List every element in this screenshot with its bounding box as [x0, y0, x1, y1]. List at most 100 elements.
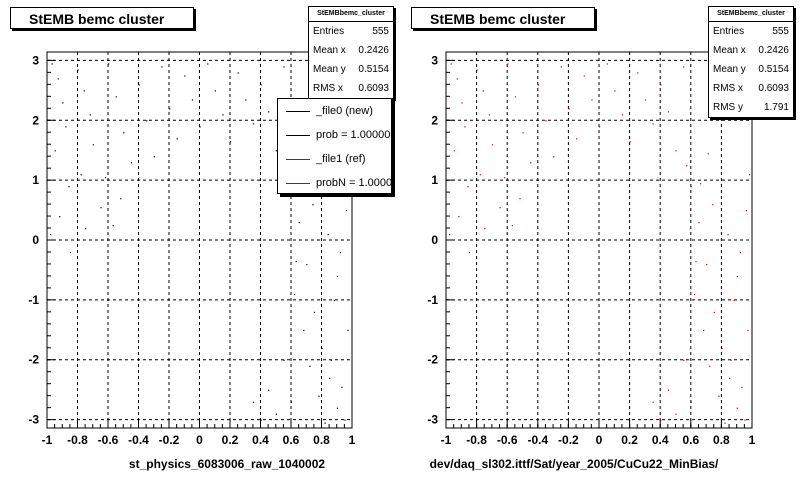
data-point: [583, 75, 585, 77]
stats-row-mean-y: Mean y 0.5154: [309, 60, 393, 79]
x-axis-label: st_physics_6083006_raw_1040002: [129, 457, 325, 471]
data-point: [324, 422, 326, 424]
data-point: [336, 275, 338, 278]
data-point: [721, 347, 723, 349]
data-point: [458, 216, 460, 218]
data-point: [464, 126, 466, 128]
data-point: [744, 419, 746, 421]
legend-label: _file1 (ref): [316, 153, 366, 165]
data-point: [51, 63, 53, 65]
right-plot-title: StEMB bemc cluster: [411, 7, 595, 29]
x-tick-label: 0.6: [283, 433, 300, 447]
x-tick-label: -0.6: [98, 433, 119, 447]
x-axis-label: dev/daq_sl302.ittf/Sat/year_2005/CuCu22_…: [430, 457, 719, 471]
stats-value: 555: [772, 26, 789, 37]
x-tick-label: 0.4: [252, 433, 269, 447]
data-point: [736, 275, 738, 278]
legend-swatch: [286, 182, 310, 184]
data-point: [312, 204, 314, 206]
x-tick-label: 0.2: [621, 433, 638, 447]
y-tick-label: 2: [431, 113, 438, 127]
data-point: [260, 419, 262, 421]
data-point: [336, 407, 338, 409]
data-point: [652, 401, 654, 403]
stats-label: Entries: [713, 26, 745, 37]
data-point: [306, 263, 308, 266]
data-point: [667, 389, 670, 391]
data-point: [686, 165, 688, 167]
stats-label: Mean x: [313, 45, 346, 56]
data-point: [89, 114, 91, 116]
stats-value: 1.791: [763, 102, 789, 113]
data-point: [637, 72, 639, 74]
y-tick-label: 3: [431, 53, 438, 67]
data-point: [733, 299, 735, 302]
y-tick-label: -2: [28, 353, 39, 367]
data-point: [683, 359, 685, 361]
data-point: [309, 365, 311, 367]
x-tick-label: -0.6: [497, 433, 518, 447]
data-point: [92, 144, 94, 146]
right-plot: -1 -0.8 -0.6 -0.4 -0.2 0 0.2 0.4 0.6 0.8 1 -3 -2 -1 0 1…: [427, 51, 756, 471]
data-point: [313, 311, 316, 314]
data-point: [283, 359, 285, 361]
data-point: [275, 413, 277, 415]
data-point: [514, 96, 517, 98]
stats-row-entries: Entries 555: [709, 22, 793, 41]
stats-label: RMS y: [713, 102, 743, 113]
data-point: [275, 150, 277, 152]
data-point: [553, 156, 555, 158]
data-point: [268, 389, 270, 391]
stats-value: 0.5154: [358, 64, 389, 75]
data-point: [522, 132, 524, 134]
y-tick-label: 0: [32, 233, 39, 247]
data-point: [339, 251, 341, 254]
data-point: [329, 377, 331, 379]
data-point: [50, 234, 52, 236]
x-tick-label: -0.2: [558, 433, 579, 447]
x-tick-label: 1: [349, 433, 356, 447]
stats-row-rms-y: RMS y 1.791: [709, 98, 793, 117]
data-point: [736, 407, 738, 409]
data-point: [606, 63, 608, 65]
stats-value: 0.2426: [358, 45, 389, 56]
data-point: [699, 183, 702, 185]
x-tick-label: 0.4: [652, 433, 669, 447]
stats-value: 555: [372, 26, 389, 37]
y-tick-label: 3: [32, 53, 39, 67]
data-point: [718, 395, 720, 397]
data-point: [519, 198, 521, 200]
data-point: [713, 311, 715, 314]
y-tick-label: -1: [28, 293, 39, 307]
data-point: [69, 251, 72, 254]
data-point: [237, 72, 239, 74]
data-point: [482, 90, 484, 92]
data-point: [214, 90, 216, 92]
data-point: [456, 78, 458, 80]
data-point: [491, 144, 494, 146]
data-point: [344, 419, 346, 421]
stats-row-rms-x: RMS x 0.6093: [309, 79, 393, 98]
data-point: [741, 386, 743, 388]
data-point: [330, 359, 332, 361]
data-point: [453, 150, 455, 152]
data-point: [545, 120, 547, 122]
right-panel: -1 -0.8 -0.6 -0.4 -0.2 0 0.2 0.4 0.6 0.8 1 -3 -2 -1 0 1…: [400, 0, 800, 480]
data-point: [560, 66, 562, 68]
data-point: [675, 413, 677, 415]
x-tick-label: -1: [441, 433, 452, 447]
stats-value: 0.5154: [758, 64, 789, 75]
data-point: [298, 222, 300, 224]
data-point: [530, 162, 532, 164]
stats-row-mean-x: Mean x 0.2426: [709, 41, 793, 60]
data-point: [739, 251, 741, 254]
data-point: [675, 150, 677, 152]
data-point: [252, 401, 255, 403]
data-point: [333, 299, 335, 302]
x-tick-label: -0.4: [527, 433, 548, 447]
legend-item-prob: prob = 1.000000: [278, 123, 391, 147]
stats-row-rms-x: RMS x 0.6093: [709, 79, 793, 98]
data-point: [318, 395, 320, 397]
x-tick-label: -1: [42, 433, 53, 447]
data-point: [347, 329, 349, 332]
